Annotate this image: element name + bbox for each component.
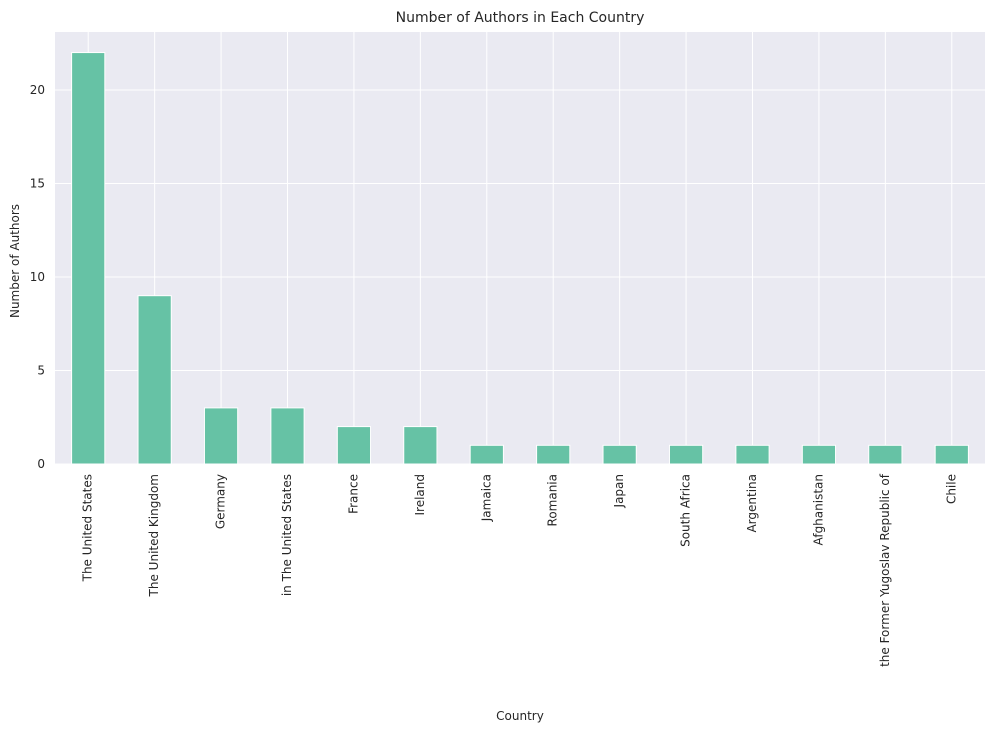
bar: [536, 444, 571, 465]
bar: [868, 444, 903, 465]
x-tick-label: South Africa: [679, 474, 693, 547]
plot-background: [55, 32, 985, 464]
x-tick-label: Romania: [546, 474, 560, 526]
y-tick-label: 0: [37, 457, 45, 471]
x-tick-label: Argentina: [745, 474, 759, 533]
x-tick-label: France: [346, 474, 360, 514]
bar: [668, 444, 704, 465]
y-tick-label: 10: [30, 270, 45, 284]
bar: [203, 407, 239, 465]
x-tick-label: Jamaica: [479, 474, 493, 522]
x-tick-label: The United States: [81, 474, 95, 582]
x-tick-label: Germany: [214, 474, 228, 529]
y-tick-label: 5: [37, 363, 45, 377]
x-tick-label: Japan: [612, 474, 626, 508]
bar: [270, 407, 305, 465]
bar: [469, 444, 504, 465]
x-tick-labels: The United States The United Kingdom Germa…: [81, 473, 959, 667]
y-axis-label: Number of Authors: [8, 204, 22, 318]
bar: [801, 444, 837, 465]
bar: [934, 444, 969, 465]
x-tick-label: Chile: [944, 474, 958, 504]
y-tick-label: 15: [30, 176, 45, 190]
x-tick-label: in The United States: [280, 474, 294, 596]
bar: [336, 426, 372, 465]
x-tick-label: The United Kingdom: [147, 474, 161, 597]
x-tick-label: Afghanistan: [811, 474, 825, 545]
bar: [137, 295, 172, 465]
x-axis-label: Country: [496, 709, 544, 723]
bars: [71, 52, 969, 465]
chart-title: Number of Authors in Each Country: [396, 10, 645, 26]
x-tick-label: Ireland: [413, 474, 427, 516]
bar: [735, 444, 770, 465]
bar: [602, 444, 637, 465]
bar: [71, 52, 106, 465]
x-tick-label: the Former Yugoslav Republic of: [878, 473, 892, 667]
bar: [403, 426, 438, 465]
y-tick-label: 20: [30, 83, 45, 97]
y-tick-labels: 0 5 10 15 20: [30, 83, 45, 471]
